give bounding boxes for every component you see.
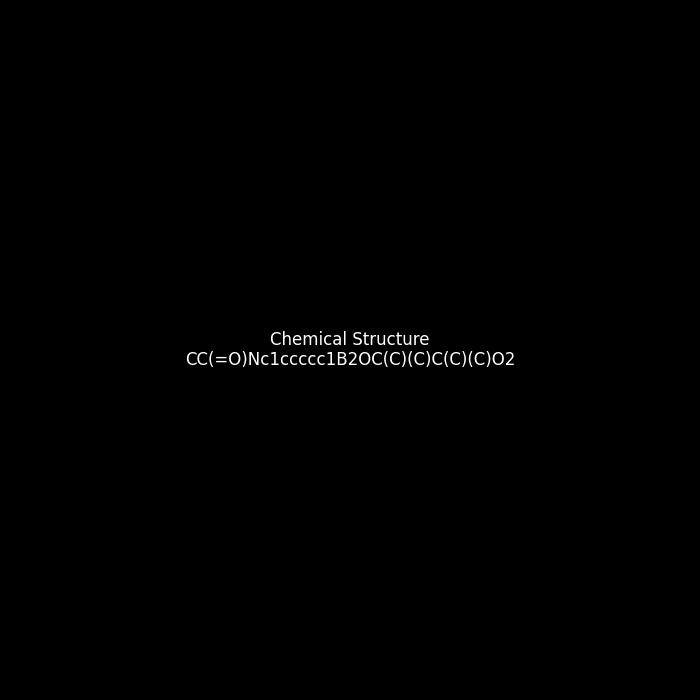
Text: Chemical Structure
CC(=O)Nc1ccccc1B2OC(C)(C)C(C)(C)O2: Chemical Structure CC(=O)Nc1ccccc1B2OC(C…	[185, 330, 515, 370]
